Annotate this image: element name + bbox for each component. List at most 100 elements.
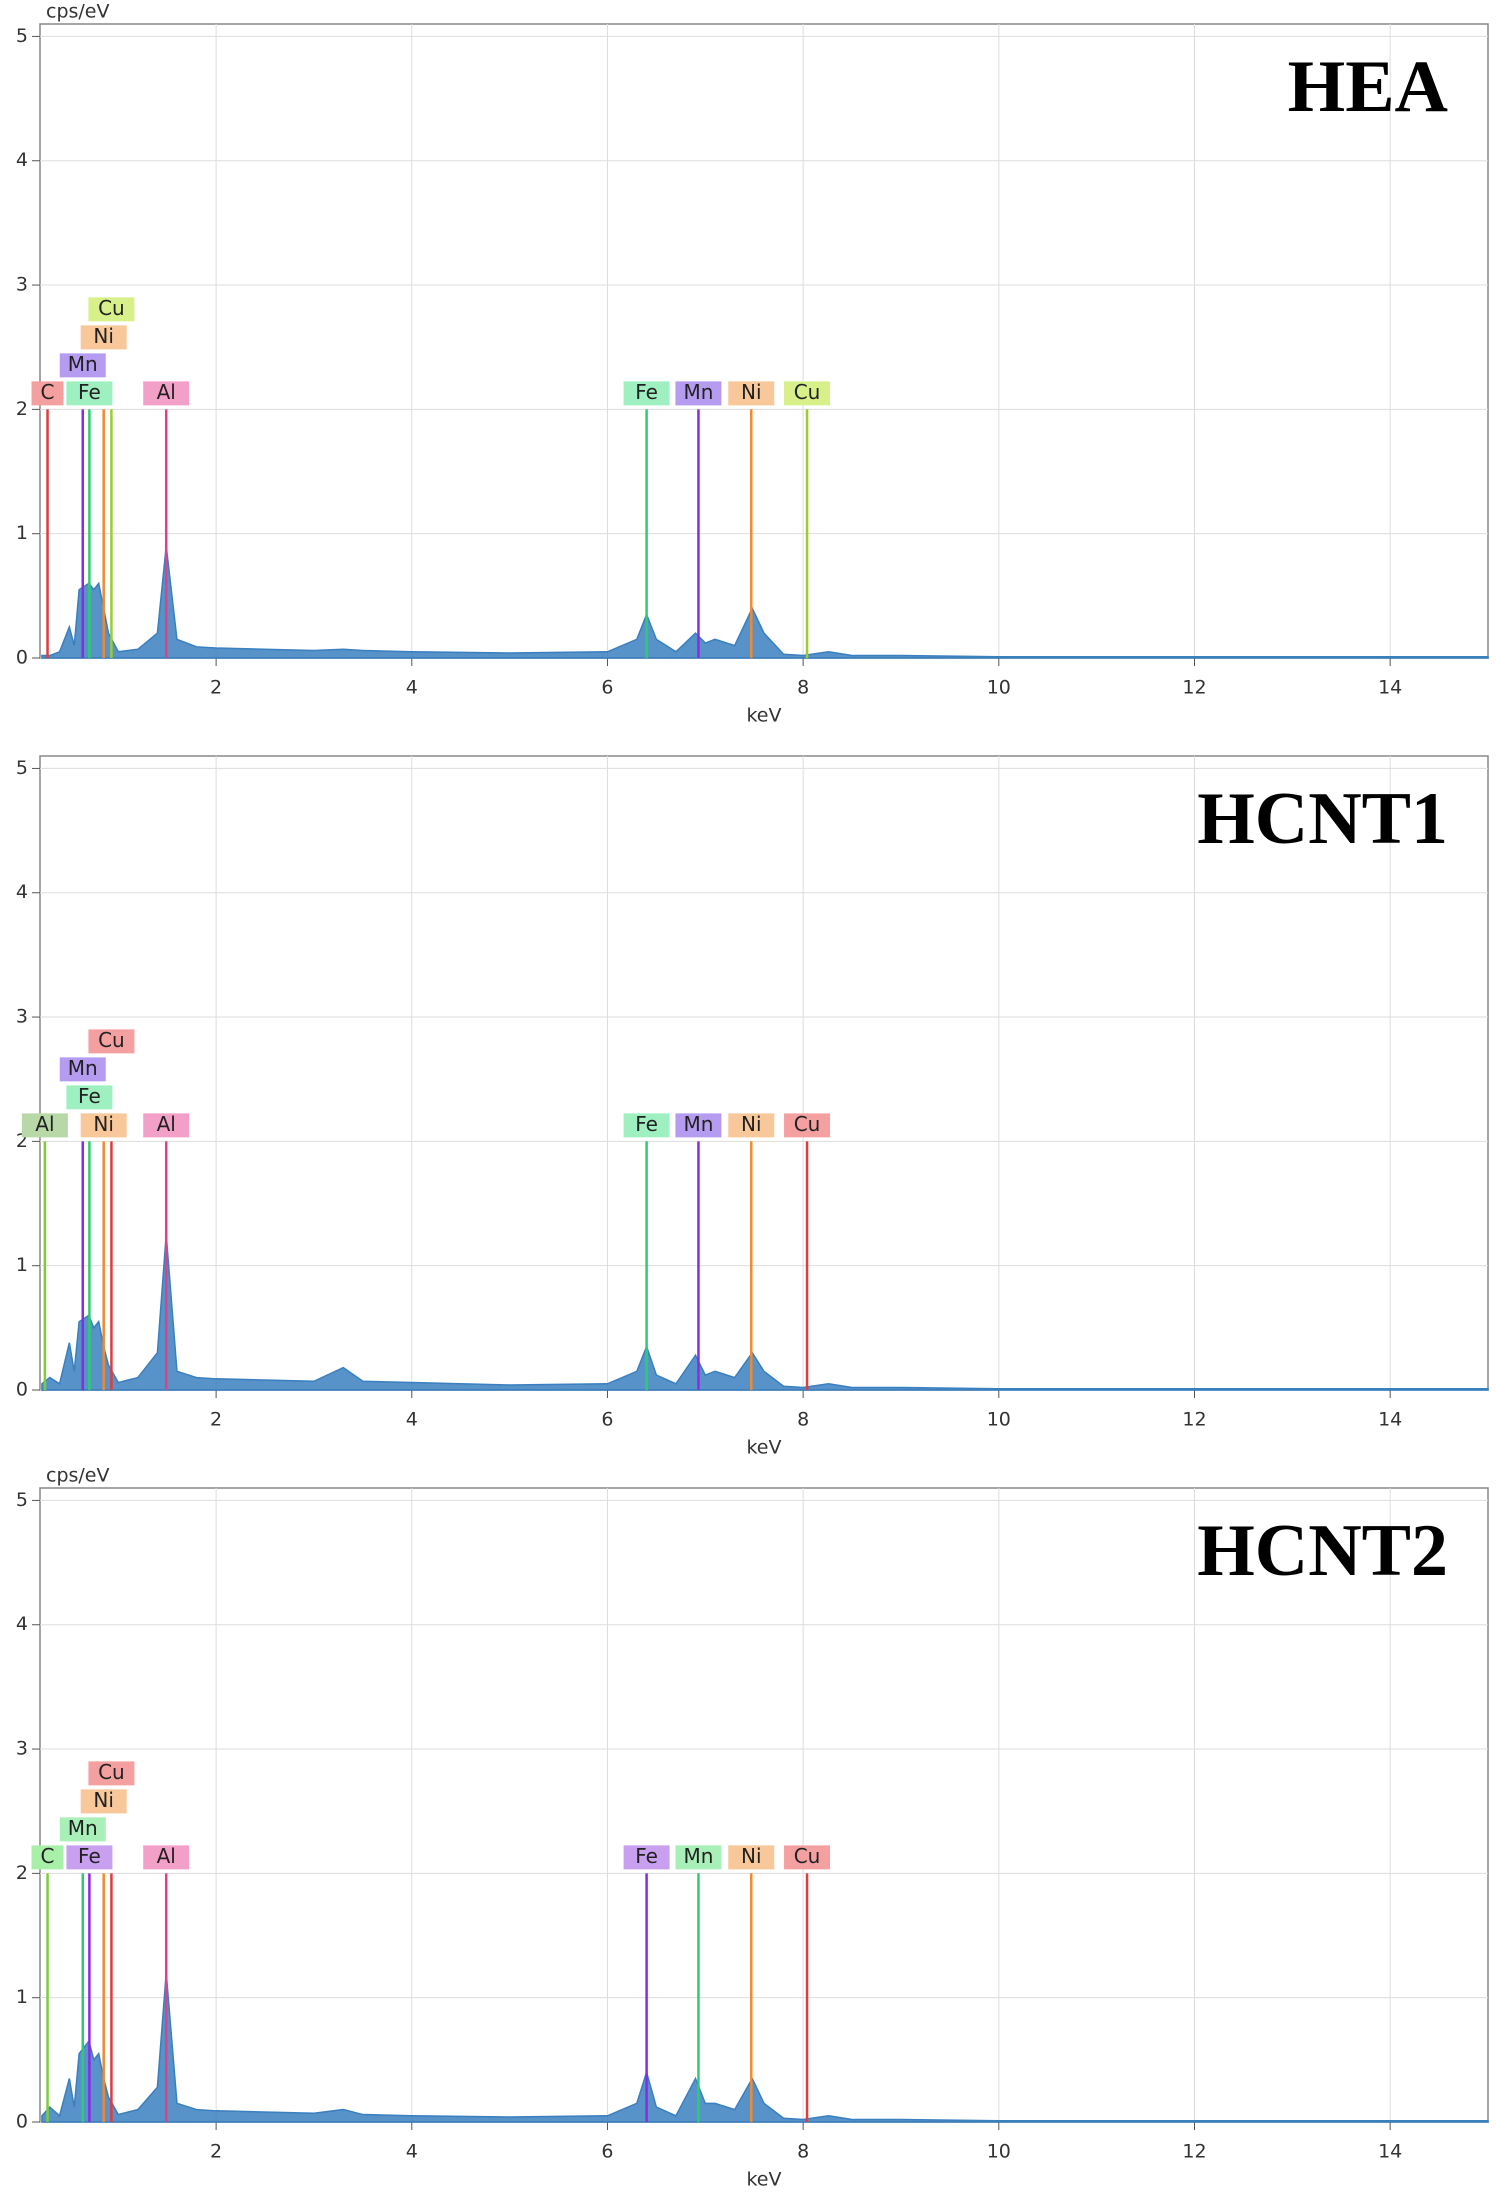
element-label: Mn (683, 380, 713, 404)
element-label-bg (623, 1845, 670, 1870)
element-label: Ni (741, 380, 762, 404)
y-tick-label: 3 (16, 1738, 28, 1760)
element-label-bg (80, 325, 127, 350)
y-tick-label: 2 (16, 398, 28, 420)
x-tick-label: 14 (1378, 677, 1402, 699)
spectrum-area (41, 546, 1489, 659)
element-label: Ni (93, 324, 114, 348)
element-label: C (41, 1844, 55, 1868)
y-tick-label: 0 (16, 647, 28, 669)
element-label: Fe (635, 380, 658, 404)
element-label: Fe (635, 1112, 658, 1136)
element-label: C (41, 380, 55, 404)
x-tick-label: 8 (797, 1409, 809, 1431)
element-label: Al (35, 1112, 54, 1136)
element-label-bg (143, 1113, 190, 1138)
x-tick-label: 2 (210, 1409, 222, 1431)
x-tick-label: 10 (987, 1409, 1011, 1431)
element-label-bg (728, 1845, 775, 1870)
element-label-bg (143, 381, 190, 406)
element-label-bg (31, 1845, 64, 1870)
element-label: Fe (78, 380, 101, 404)
x-axis-label: keV (746, 705, 781, 727)
element-label: Fe (78, 1844, 101, 1868)
x-tick-label: 8 (797, 2141, 809, 2163)
element-label: Ni (741, 1112, 762, 1136)
x-tick-label: 8 (797, 677, 809, 699)
element-label: Cu (98, 1760, 125, 1784)
element-label-bg (143, 1845, 190, 1870)
element-label-bg (784, 1845, 831, 1870)
y-tick-label: 1 (16, 522, 28, 544)
element-label-bg (59, 353, 106, 378)
x-tick-label: 4 (406, 2141, 418, 2163)
x-tick-label: 12 (1182, 2141, 1206, 2163)
y-tick-label: 4 (16, 881, 28, 903)
element-label-bg (21, 1113, 68, 1138)
element-label: Cu (794, 380, 821, 404)
element-label-bg (784, 1113, 831, 1138)
element-label-bg (88, 297, 135, 322)
y-tick-label: 4 (16, 1613, 28, 1635)
element-label: Ni (741, 1844, 762, 1868)
element-label-bg (728, 1113, 775, 1138)
element-label: Fe (635, 1844, 658, 1868)
x-tick-label: 6 (601, 677, 613, 699)
plot-area (39, 1487, 1489, 2123)
y-tick-label: 0 (16, 1379, 28, 1401)
element-label: Mn (68, 1056, 98, 1080)
element-label: Al (157, 1112, 176, 1136)
element-label-bg (675, 381, 722, 406)
element-label-bg (59, 1057, 106, 1082)
spectrum-area (41, 1234, 1489, 1391)
y-tick-label: 1 (16, 1254, 28, 1276)
x-tick-label: 4 (406, 1409, 418, 1431)
chart-title: HCNT1 (1197, 778, 1448, 860)
element-label: Cu (98, 1028, 125, 1052)
element-label-bg (623, 381, 670, 406)
y-tick-label: 5 (16, 757, 28, 779)
x-tick-label: 6 (601, 2141, 613, 2163)
x-tick-label: 4 (406, 677, 418, 699)
y-tick-label: 0 (16, 2111, 28, 2133)
y-axis-label: cps/eV (46, 1465, 110, 1487)
element-label: Al (157, 1844, 176, 1868)
y-tick-label: 2 (16, 1862, 28, 1884)
x-tick-label: 12 (1182, 1409, 1206, 1431)
x-tick-label: 2 (210, 677, 222, 699)
element-label: Ni (93, 1112, 114, 1136)
x-tick-label: 12 (1182, 677, 1206, 699)
y-tick-label: 3 (16, 274, 28, 296)
y-tick-label: 4 (16, 149, 28, 171)
x-tick-label: 6 (601, 1409, 613, 1431)
element-label-bg (66, 381, 113, 406)
element-label: Mn (68, 1816, 98, 1840)
element-label-bg (80, 1113, 127, 1138)
element-label-bg (66, 1085, 113, 1110)
y-tick-label: 3 (16, 1006, 28, 1028)
element-label: Mn (68, 352, 98, 376)
plot-area (39, 23, 1489, 659)
element-label-bg (80, 1789, 127, 1814)
element-label: Ni (93, 1788, 114, 1812)
element-label: Mn (683, 1844, 713, 1868)
element-label-bg (623, 1113, 670, 1138)
element-label-bg (675, 1845, 722, 1870)
x-tick-label: 10 (987, 2141, 1011, 2163)
spectrum-area (41, 1972, 1489, 2123)
chart-title: HCNT2 (1197, 1510, 1448, 1592)
y-tick-label: 5 (16, 1489, 28, 1511)
plot-area (39, 755, 1489, 1391)
x-tick-label: 10 (987, 677, 1011, 699)
element-label-bg (675, 1113, 722, 1138)
element-label: Cu (794, 1844, 821, 1868)
element-label-bg (88, 1761, 135, 1786)
element-label-bg (66, 1845, 113, 1870)
x-tick-label: 2 (210, 2141, 222, 2163)
element-label-bg (88, 1029, 135, 1054)
chart-title: HEA (1288, 46, 1448, 128)
element-label-bg (31, 381, 64, 406)
element-label: Mn (683, 1112, 713, 1136)
element-label: Fe (78, 1084, 101, 1108)
